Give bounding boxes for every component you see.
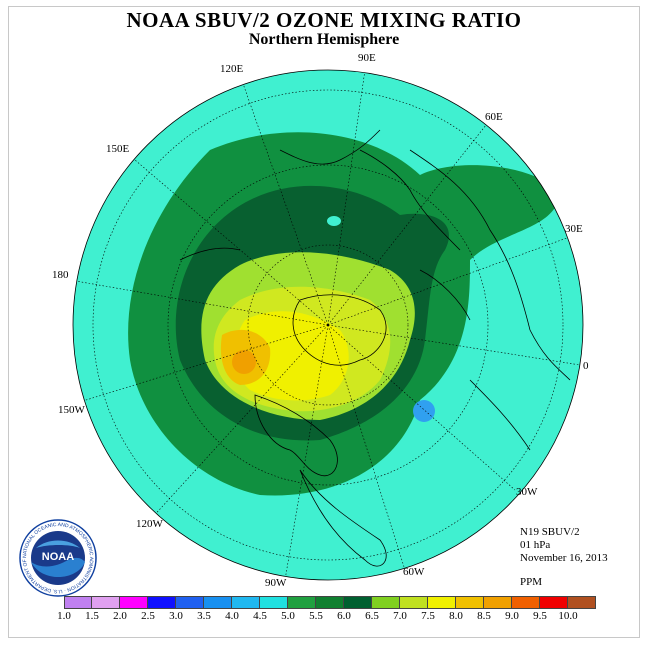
colorbar-box — [372, 597, 400, 608]
colorbar-tick-label: 9.0 — [505, 610, 519, 622]
meridian-label-150W: 150W — [58, 404, 86, 416]
colorbar-box — [176, 597, 204, 608]
colorbar-box — [456, 597, 484, 608]
colorbar-box — [316, 597, 344, 608]
colorbar-box — [400, 597, 428, 608]
colorbar-box — [428, 597, 456, 608]
colorbar-tick-label: 6.5 — [365, 610, 379, 622]
meridian-label-0: 0 — [583, 360, 589, 372]
colorbar-box — [260, 597, 288, 608]
colorbar-tick-label: 2.0 — [113, 610, 127, 622]
noaa-logo: NOAA NATIONAL OCEANIC AND ATMOSPHERIC AD… — [18, 518, 97, 597]
meridian-label-150E: 150E — [106, 143, 130, 155]
colorbar-box — [148, 597, 176, 608]
colorbar-box — [120, 597, 148, 608]
meridian-label-90E: 90E — [358, 52, 376, 64]
info-date: November 16, 2013 — [520, 552, 608, 564]
colorbar-tick-label: 7.0 — [393, 610, 407, 622]
colorbar-tick-label: 8.0 — [449, 610, 463, 622]
colorbar-box — [92, 597, 120, 608]
noaa-logo-text: NOAA — [42, 551, 74, 563]
colorbar-tick-label: 1.0 — [57, 610, 71, 622]
meridian-label-180: 180 — [52, 269, 69, 281]
colorbar-ticks: 1.0 1.5 2.0 2.5 3.0 3.5 4.0 4.5 5.0 5.5 6.0 6.5 7.0 7… — [50, 610, 610, 624]
field-spot-blue — [413, 400, 435, 422]
coastlines — [179, 129, 571, 567]
colorbar-tick-label: 2.5 — [141, 610, 155, 622]
meridian-label-30E: 30E — [565, 223, 583, 235]
colorbar-tick-label: 3.5 — [197, 610, 211, 622]
info-units: PPM — [520, 576, 543, 588]
field-spot-cyan — [327, 216, 341, 226]
meridian-label-120E: 120E — [220, 63, 244, 75]
colorbar-tick-label: 5.5 — [309, 610, 323, 622]
colorbar-box — [344, 597, 372, 608]
info-level: 01 hPa — [520, 539, 551, 551]
meridian-label-60W: 60W — [403, 566, 425, 578]
field-contour-8.5 — [232, 350, 256, 374]
map-subtitle: Northern Hemisphere — [248, 31, 400, 48]
colorbar-box — [540, 597, 568, 608]
colorbar-box — [484, 597, 512, 608]
meridian-label-120W: 120W — [136, 518, 164, 530]
meridian-label-30W: 30W — [516, 486, 538, 498]
hemisphere-boundary — [72, 69, 584, 581]
colorbar-tick-label: 9.5 — [533, 610, 547, 622]
colorbar-box — [568, 597, 596, 608]
colorbar-box — [232, 597, 260, 608]
map-title: NOAA SBUV/2 OZONE MIXING RATIO — [126, 8, 522, 32]
colorbar-tick-label: 10.0 — [558, 610, 578, 622]
figure-frame — [8, 6, 640, 638]
colorbar-box — [512, 597, 540, 608]
colorbar-tick-label: 4.0 — [225, 610, 239, 622]
colorbar-tick-label: 5.0 — [281, 610, 295, 622]
colorbar-tick-label: 7.5 — [421, 610, 435, 622]
colorbar-tick-label: 8.5 — [477, 610, 491, 622]
colorbar-box — [204, 597, 232, 608]
meridian-label-90W: 90W — [265, 577, 287, 589]
colorbar-tick-label: 3.0 — [169, 610, 183, 622]
meridian-label-60E: 60E — [485, 111, 503, 123]
colorbar — [64, 596, 596, 609]
colorbar-tick-label: 4.5 — [253, 610, 267, 622]
graticule — [73, 70, 581, 580]
colorbar-tick-label: 1.5 — [85, 610, 99, 622]
colorbar-box — [288, 597, 316, 608]
info-instrument: N19 SBUV/2 — [520, 526, 580, 538]
colorbar-box — [64, 597, 92, 608]
colorbar-tick-label: 6.0 — [337, 610, 351, 622]
